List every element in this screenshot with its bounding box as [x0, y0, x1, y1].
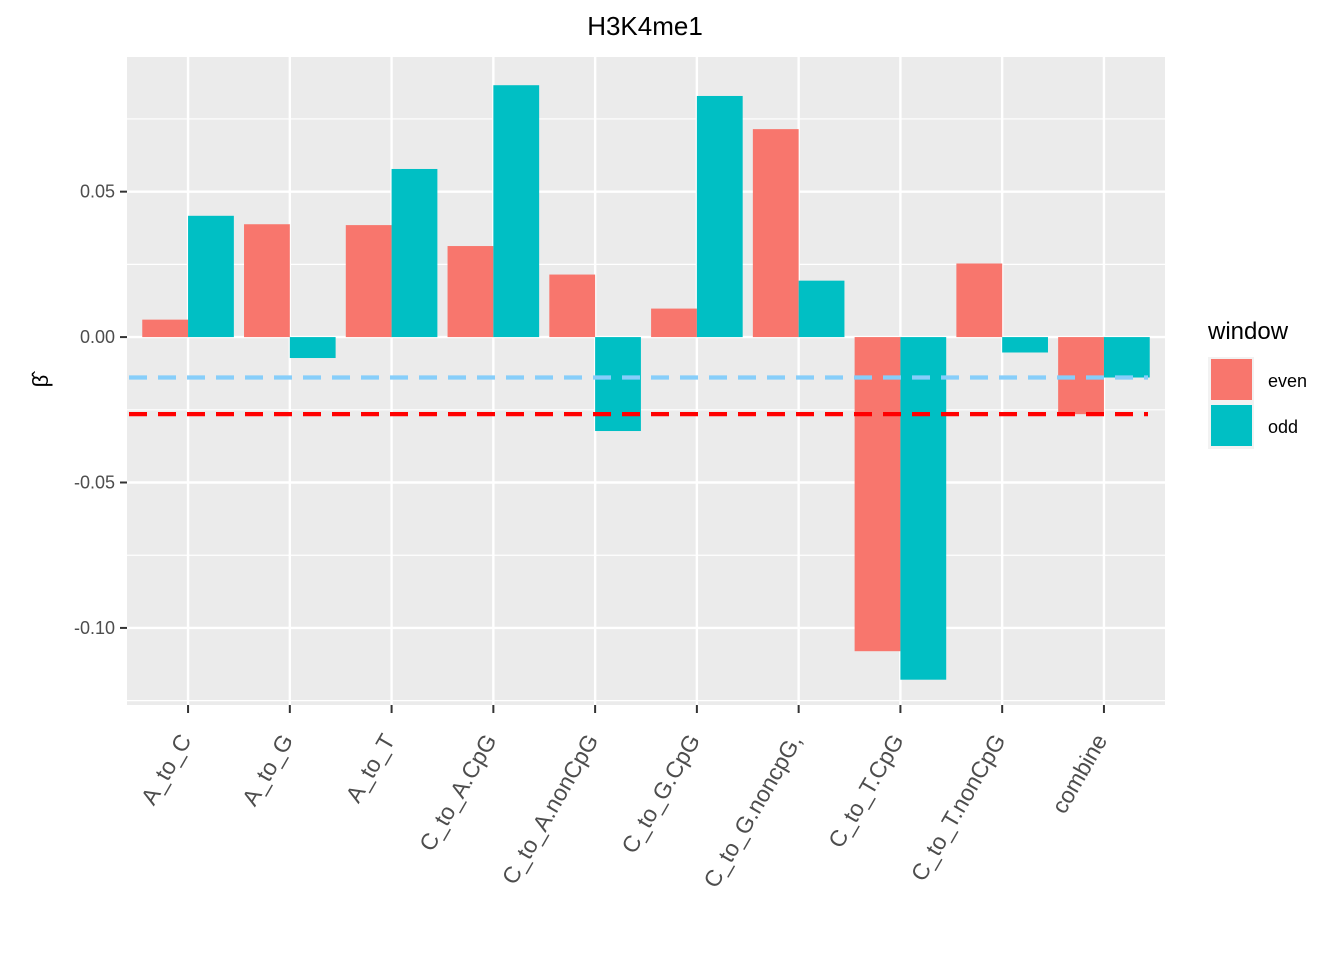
bar-even-C_to_T.CpG — [854, 337, 901, 652]
x-tick-label: combine — [1046, 730, 1112, 818]
y-axis: 0.05 0.00 -0.05 -0.10 — [74, 182, 127, 638]
bar-even-A_to_T — [345, 225, 392, 338]
bar-odd-C_to_A.nonCpG — [595, 337, 641, 432]
bar-even-C_to_A.nonCpG — [549, 274, 596, 338]
y-tick-label: 0.05 — [80, 182, 115, 202]
legend: window even odd — [1207, 318, 1307, 449]
x-tick-label: C_to_T.CpG — [823, 730, 909, 853]
bar-odd-A_to_T — [391, 168, 438, 338]
reference-lines — [129, 375, 1148, 417]
bar-even-A_to_C — [142, 319, 189, 338]
y-tick-label: -0.10 — [74, 618, 115, 638]
plot-panel — [127, 57, 1165, 705]
x-tick-label: A_to_T — [340, 730, 400, 807]
bar-odd-combine — [1103, 337, 1150, 378]
legend-title: window — [1207, 318, 1289, 345]
bar-odd-C_to_G.noncpG, — [798, 280, 845, 338]
chart-title: H3K4me1 — [587, 11, 703, 41]
x-tick-label: C_to_A.CpG — [414, 730, 502, 856]
bar-odd-A_to_G — [289, 337, 336, 359]
x-tick-label: C_to_G.noncpG, — [698, 730, 807, 892]
legend-label-even: even — [1268, 371, 1307, 391]
bar-even-C_to_G.CpG — [651, 308, 697, 338]
x-axis: A_to_C A_to_G A_to_T C_to_A.CpGC_to_A.nonCp… — [136, 705, 1112, 892]
bar-even-C_to_T.nonCpG — [956, 263, 1003, 338]
bar-odd-C_to_T.nonCpG — [1002, 337, 1048, 353]
bar-even-C_to_A.CpG — [447, 246, 494, 338]
x-tick-label: C_to_G.CpG — [616, 730, 705, 858]
bar-odd-C_to_A.CpG — [493, 85, 540, 338]
y-tick-label: -0.05 — [74, 473, 115, 493]
bar-odd-C_to_T.CpG — [900, 337, 947, 680]
y-tick-label: 0.00 — [80, 327, 115, 347]
bar-odd-C_to_G.CpG — [696, 95, 743, 338]
x-tick-label: C_to_T.nonCpG — [906, 730, 1011, 886]
bar-odd-A_to_C — [188, 215, 234, 338]
legend-label-odd: odd — [1268, 417, 1298, 437]
bars — [142, 85, 1150, 680]
x-tick-label: C_to_A.nonCpG — [497, 730, 604, 889]
bar-even-C_to_G.noncpG, — [752, 129, 799, 338]
x-tick-label: A_to_G — [237, 730, 299, 811]
bar-even-A_to_G — [244, 224, 290, 338]
legend-swatch-even — [1211, 359, 1252, 400]
x-tick-label: A_to_C — [136, 730, 197, 809]
legend-swatch-odd — [1211, 405, 1252, 446]
y-axis-label: β̂ — [28, 371, 53, 388]
